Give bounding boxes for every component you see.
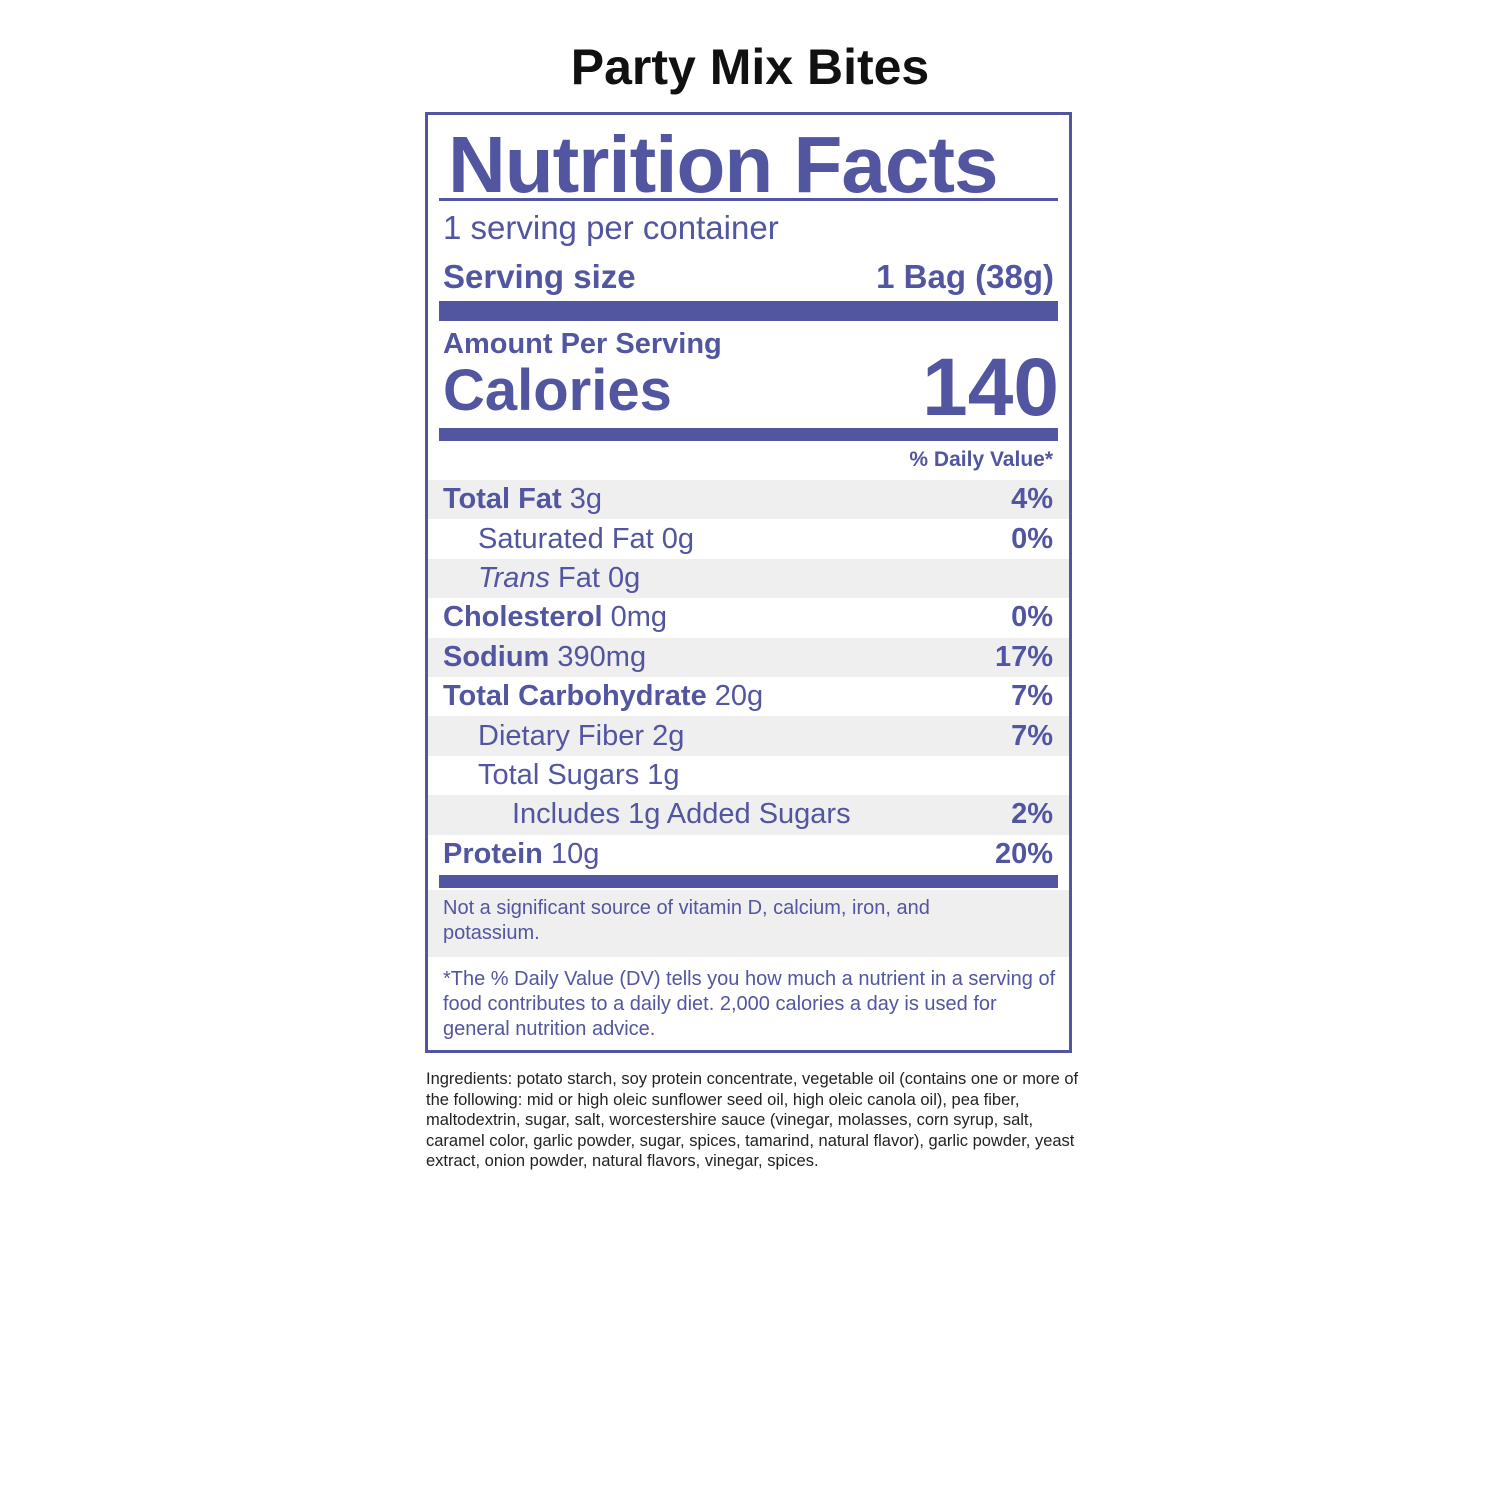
amount-per-serving: Amount Per Serving xyxy=(443,328,722,360)
nutrient-name: Saturated Fat xyxy=(478,522,654,555)
nutrient-name: Sodium xyxy=(443,640,550,673)
nutrient-amount: 2g xyxy=(652,719,685,752)
nutrient-name: Total Carbohydrate xyxy=(443,680,707,713)
nutrient-row-cholesterol: Cholesterol 0mg 0% xyxy=(428,598,1069,637)
nutrient-amount: 10g xyxy=(550,837,600,870)
nutrient-row-saturated-fat: Saturated Fat 0g 0% xyxy=(428,519,1069,558)
nutrient-row-dietary-fiber: Dietary Fiber 2g 7% xyxy=(428,716,1069,756)
thick-divider xyxy=(439,875,1058,888)
nutrient-row-sodium: Sodium 390mg 17% xyxy=(428,637,1069,677)
thick-divider xyxy=(439,301,1058,321)
not-significant-note: Not a significant source of vitamin D, c… xyxy=(428,890,1069,957)
serving-size: Serving size 1 Bag (38g) xyxy=(443,258,1054,296)
nutrient-row-total-sugars: Total Sugars 1g xyxy=(428,756,1069,795)
nutrient-amount: 1g xyxy=(647,758,680,791)
nutrient-amount: 0g xyxy=(661,522,695,555)
nutrient-amount: 0g xyxy=(608,561,641,594)
nutrient-amount: 20g xyxy=(714,680,764,713)
nutrient-name: Trans xyxy=(478,561,550,594)
nutrient-dv: 20% xyxy=(994,837,1053,870)
nutrient-dv: 2% xyxy=(1011,798,1053,831)
nutrient-row-protein: Protein 10g 20% xyxy=(428,835,1069,874)
ingredients-list: Ingredients: potato starch, soy protein … xyxy=(426,1070,1079,1170)
not-significant-text: Not a significant source of vitamin D, c… xyxy=(443,897,930,944)
nutrient-amount: 390mg xyxy=(557,640,647,673)
nutrition-label: Nutrition Facts 1 serving per container … xyxy=(425,112,1072,1053)
nutrient-dv: 0% xyxy=(1011,601,1053,634)
calories-label: Calories xyxy=(443,358,672,423)
nutrient-name: Protein xyxy=(443,837,543,870)
divider xyxy=(439,198,1058,201)
serving-size-label: Serving size xyxy=(443,258,636,295)
nutrient-row-added-sugars: Includes 1g Added Sugars 2% xyxy=(428,795,1069,835)
nutrient-rows: Total Fat 3g 4% Saturated Fat 0g 0% Trans … xyxy=(428,480,1069,874)
nutrient-dv: 17% xyxy=(994,640,1053,673)
nutrient-name: Includes 1g Added Sugars xyxy=(512,798,851,831)
nutrient-name: Total Fat xyxy=(443,483,562,516)
nutrient-name-rest: Fat xyxy=(558,561,600,594)
nutrient-dv: 7% xyxy=(1011,719,1053,752)
nutrient-amount: 3g xyxy=(569,483,603,516)
nutrient-row-trans-fat: Trans Fat 0g xyxy=(428,558,1069,599)
product-title: Party Mix Bites xyxy=(570,39,930,95)
daily-value-header: % Daily Value* xyxy=(909,448,1053,471)
servings-per-container: 1 serving per container xyxy=(443,209,779,246)
nutrient-row-total-fat: Total Fat 3g 4% xyxy=(428,480,1069,520)
nutrient-name: Dietary Fiber xyxy=(478,719,644,752)
nutrient-name: Total Sugars xyxy=(478,758,640,791)
daily-value-footnote: *The % Daily Value (DV) tells you how mu… xyxy=(443,968,1056,1040)
nutrient-name: Cholesterol xyxy=(443,601,603,634)
nutrient-dv: 4% xyxy=(1011,483,1053,516)
serving-size-value: 1 Bag (38g) xyxy=(876,258,1054,295)
label-heading: Nutrition Facts xyxy=(448,120,998,209)
nutrient-dv: 0% xyxy=(1011,522,1053,555)
calories-value: 140 xyxy=(922,342,1059,433)
nutrient-amount: 0mg xyxy=(610,601,668,634)
thick-divider xyxy=(439,428,1058,441)
nutrient-row-total-carbohydrate: Total Carbohydrate 20g 7% xyxy=(428,677,1069,716)
nutrient-dv: 7% xyxy=(1011,680,1053,713)
